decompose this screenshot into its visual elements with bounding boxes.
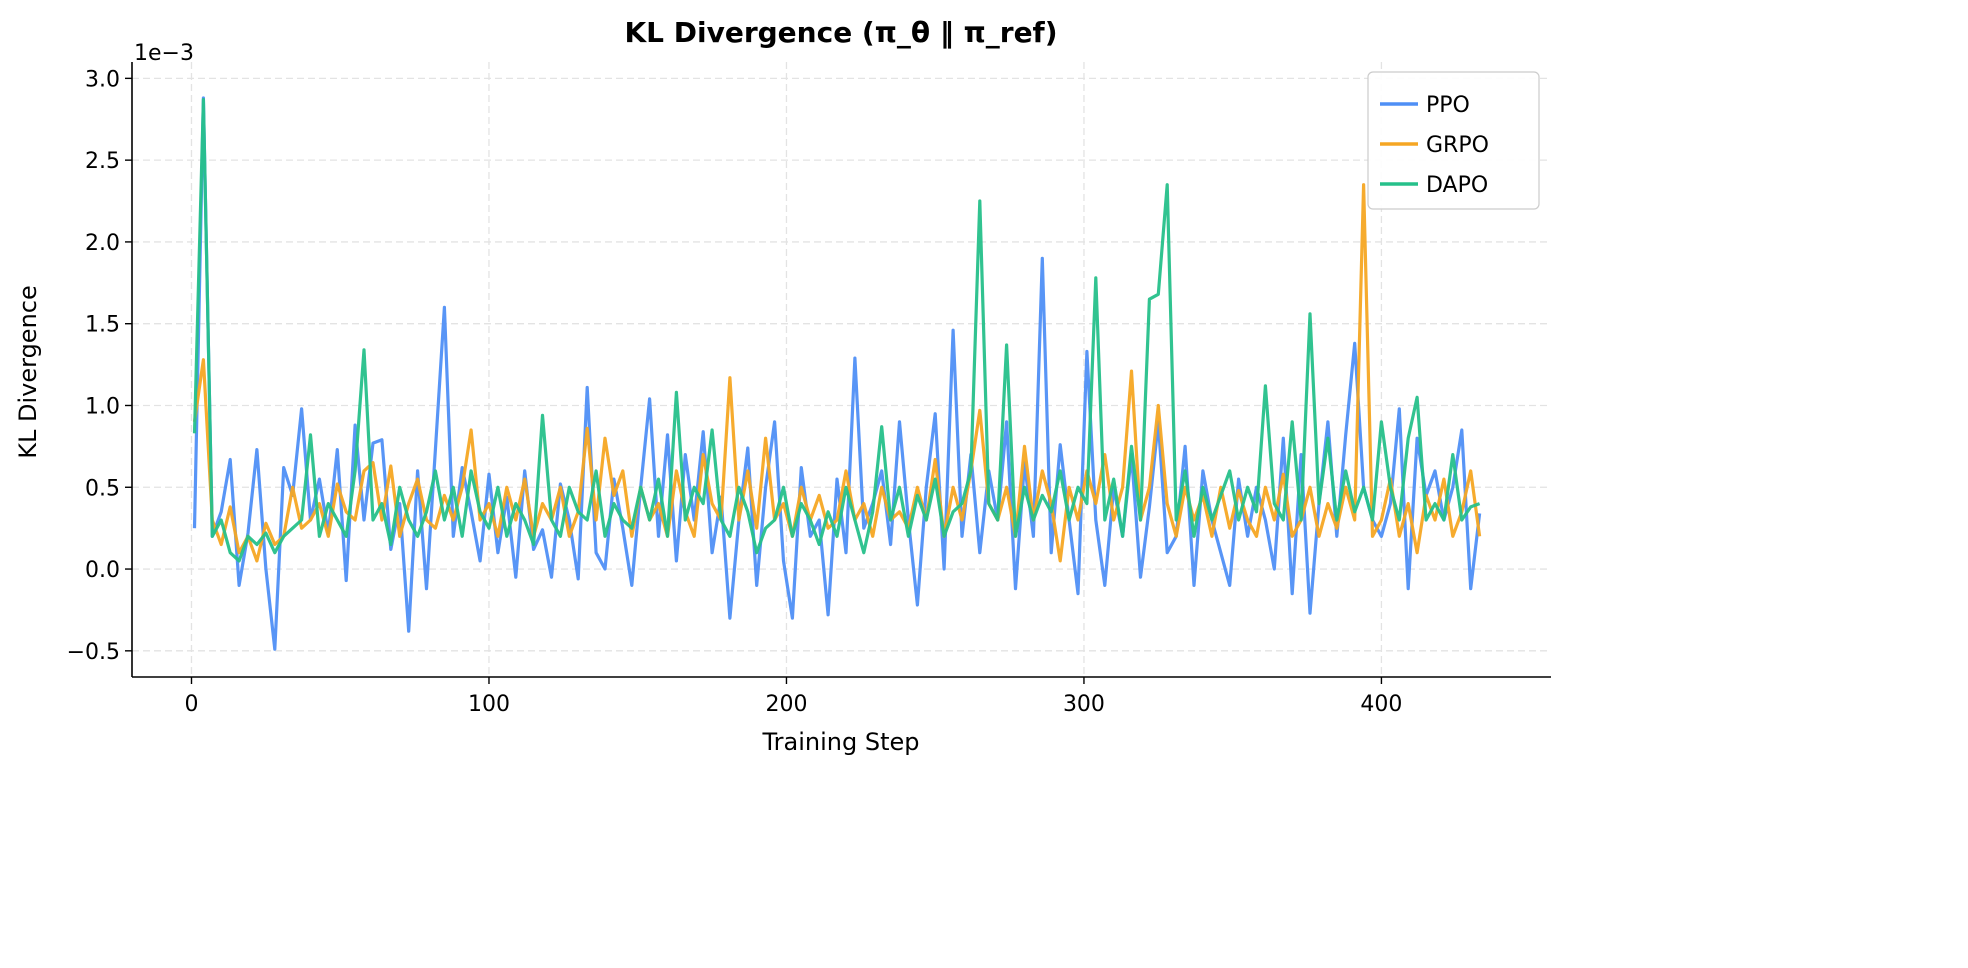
- y-tick-label: 0.5: [85, 476, 120, 501]
- y-tick-label: −0.5: [67, 640, 120, 665]
- y-axis-label: KL Divergence: [14, 285, 42, 458]
- legend-label-ppo: PPO: [1426, 93, 1470, 118]
- series-line-dapo: [192, 98, 1481, 563]
- y-tick-label: 2.0: [85, 231, 120, 256]
- legend-box: [1367, 71, 1540, 210]
- series-line-grpo: [192, 183, 1482, 563]
- grid: [132, 62, 1551, 677]
- x-axis-label: Training Step: [762, 728, 920, 756]
- y-tick-label: 3.0: [85, 67, 120, 92]
- x-tick-label: 200: [765, 692, 807, 717]
- series-line-ppo: [192, 96, 1482, 651]
- y-offset-label: 1e−3: [134, 41, 194, 66]
- x-tick-label: 100: [468, 692, 510, 717]
- x-tick-label: 400: [1360, 692, 1402, 717]
- x-tick-label: 300: [1063, 692, 1105, 717]
- legend: PPO GRPO DAPO: [1367, 71, 1540, 210]
- ticks: 0 100 200 300 400 −0.5 0.0 0.5 1.0 1.5 2.0 2.5 3.0: [67, 67, 1403, 717]
- y-tick-label: 2.5: [85, 149, 120, 174]
- chart-title: KL Divergence (π_θ ‖ π_ref): [624, 16, 1057, 49]
- legend-label-dapo: DAPO: [1426, 173, 1488, 198]
- y-tick-label: 1.0: [85, 394, 120, 419]
- legend-label-grpo: GRPO: [1426, 133, 1489, 158]
- y-tick-label: 1.5: [85, 313, 120, 338]
- x-tick-label: 0: [184, 692, 198, 717]
- y-tick-label: 0.0: [85, 558, 120, 583]
- series-lines: [192, 96, 1482, 651]
